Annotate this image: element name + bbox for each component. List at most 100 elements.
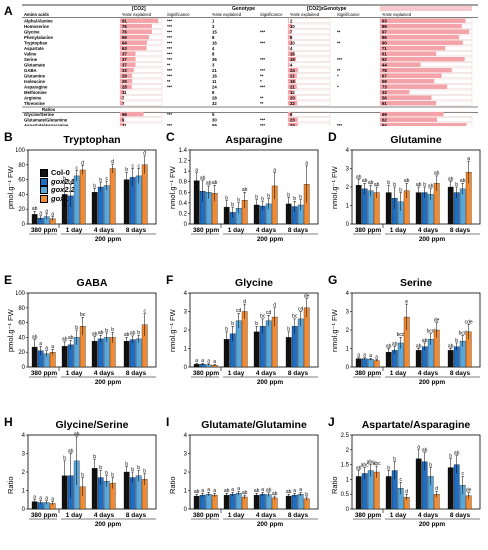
- x-label-200ppm: 200 ppm: [257, 521, 284, 528]
- table-cell: 59: [382, 79, 387, 84]
- table-row: Asparagine 28 *** 24 *** 21 * 73: [24, 84, 473, 90]
- significance-letter: ab: [454, 451, 460, 457]
- table-bar: [380, 46, 446, 51]
- y-tick-label: 0: [22, 365, 26, 371]
- table-cell: ***: [167, 74, 172, 79]
- table-group-header: [CO2]xGenotype: [307, 6, 347, 12]
- table-cell-name: Aspartate: [24, 46, 44, 51]
- table-cell: 15: [212, 30, 217, 35]
- bar: [129, 339, 136, 368]
- chart-title-c: Asparagine: [225, 134, 283, 146]
- x-label-1day: 1 day: [228, 512, 245, 519]
- significance-letter: a: [213, 359, 216, 365]
- significance-letter: b: [93, 183, 96, 189]
- x-label-1day: 1 day: [66, 227, 83, 234]
- table-cell: 11: [122, 90, 127, 95]
- table-cell: 78: [382, 68, 387, 73]
- y-tick-label: 1: [346, 347, 350, 353]
- table-cell: ***: [167, 57, 172, 62]
- significance-letter: b: [63, 456, 66, 462]
- table-cell-name: Tryptophan: [24, 41, 48, 46]
- table-bar-frame: [287, 18, 331, 24]
- table-cell-name: Valine: [24, 52, 37, 57]
- significance-letter: b: [255, 194, 258, 200]
- significance-letter: ab: [212, 180, 218, 186]
- table-bar: [288, 101, 298, 106]
- table-bar: [120, 46, 147, 51]
- table-bar: [120, 123, 125, 126]
- bar: [103, 185, 110, 225]
- y-tick-label: 40: [18, 192, 25, 198]
- table-cell: 2: [290, 19, 293, 24]
- y-tick-label: 1: [184, 489, 188, 495]
- significance-letter: ab: [242, 187, 248, 193]
- y-tick-label: 1: [346, 477, 350, 483]
- y-tick-label: 3: [184, 452, 188, 458]
- significance-letter: b: [287, 192, 290, 198]
- significance-letter: b: [225, 196, 228, 202]
- table-row: Glutamine 29 *** 16 ** 21 * 67: [24, 73, 473, 79]
- table-cell: **: [337, 68, 341, 73]
- bar: [235, 493, 242, 510]
- y-tick-label: 3: [346, 167, 350, 173]
- table-cell: 16: [212, 41, 217, 46]
- bar: [253, 494, 260, 510]
- significance-letter: b: [261, 197, 264, 203]
- significance-letter: b: [231, 321, 234, 327]
- legend-label: Col-0: [51, 168, 70, 177]
- significance-letter: ab: [416, 182, 422, 188]
- chart-ylabel-e: pmol.g⁻¹ FW: [6, 309, 15, 352]
- bar: [91, 192, 98, 225]
- significance-letter: a: [195, 168, 198, 174]
- y-tick-label: 1: [22, 489, 26, 495]
- significance-letter: a: [369, 353, 372, 359]
- table-cell: 69: [122, 35, 127, 40]
- significance-letter: a: [201, 358, 204, 364]
- table-cell: **: [337, 30, 341, 35]
- significance-letter: b: [267, 193, 270, 199]
- significance-letter: b: [105, 328, 108, 334]
- significance-letter: b: [387, 180, 390, 186]
- bar: [265, 494, 272, 510]
- x-label-380: 380 ppm: [31, 227, 58, 234]
- bar: [109, 168, 116, 225]
- significance-letter: a: [467, 156, 470, 162]
- table-row: GABA 33 *** 21 *** 24 ** 78: [24, 67, 473, 73]
- table-cell: **: [337, 41, 341, 46]
- total-header-band: [380, 6, 472, 11]
- significance-letter: b: [255, 321, 258, 327]
- y-tick-label: 4: [22, 433, 26, 439]
- bar: [297, 494, 304, 510]
- y-tick-label: 0: [184, 365, 188, 371]
- y-tick-label: 0: [184, 222, 188, 228]
- table-cell: 59: [212, 123, 217, 126]
- table-bar: [120, 101, 123, 106]
- table-cell-name: Arginine: [24, 96, 42, 101]
- panel-letter-g: G: [328, 273, 338, 287]
- table-bar: [380, 90, 410, 95]
- significance-letter: b: [393, 182, 396, 188]
- chart-ylabel-i: Ratio: [168, 476, 177, 494]
- table-cell-name: Methionine: [24, 90, 47, 95]
- y-tick-label: 40: [18, 335, 25, 341]
- chart-title-d: Glutamine: [390, 134, 442, 146]
- significance-letter: bc: [260, 314, 266, 320]
- table-bar: [288, 18, 289, 23]
- table-cell: **: [260, 96, 264, 101]
- table-group-header: [CO2]: [132, 6, 146, 12]
- significance-letter: ab: [68, 448, 74, 454]
- significance-letter: d: [111, 159, 114, 165]
- table-bar: [380, 73, 442, 78]
- table-cell: ***: [260, 30, 265, 35]
- significance-letter: d: [405, 489, 408, 495]
- x-label-380: 380 ppm: [31, 370, 58, 377]
- significance-letter: a: [33, 495, 36, 501]
- y-tick-label: 0: [22, 222, 26, 228]
- table-bar: [380, 57, 465, 62]
- x-label-200ppm: 200 ppm: [419, 236, 446, 243]
- significance-letter: b: [111, 472, 114, 478]
- panel-letter-e: E: [4, 273, 13, 287]
- table-group-header: Genotype: [232, 6, 255, 12]
- table-cell-name: Glutamate/Glutamine: [24, 118, 68, 123]
